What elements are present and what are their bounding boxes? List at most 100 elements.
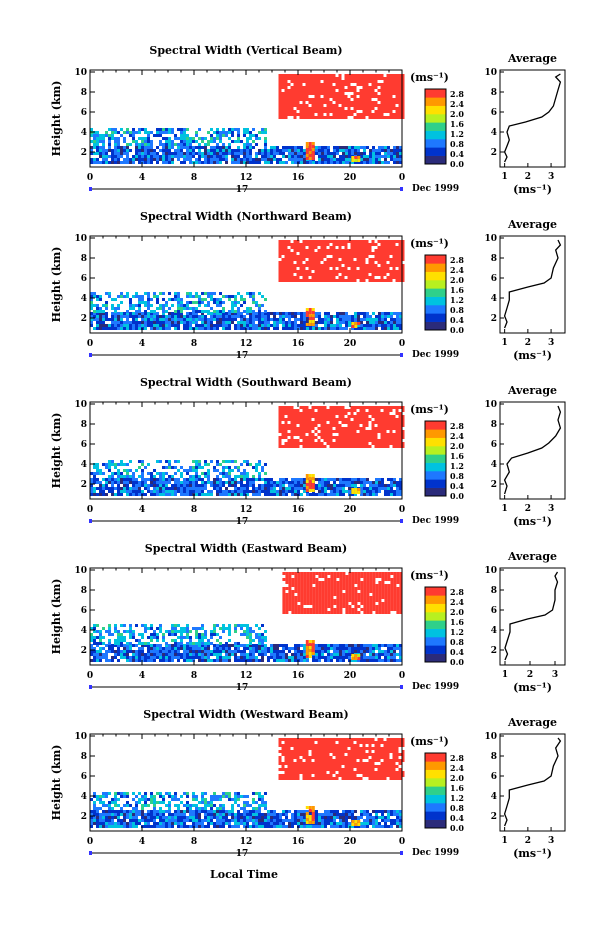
heatmap-cell [383,412,387,415]
heatmap-cell [345,490,348,493]
heatmap-cell [222,475,225,478]
heatmap-cell [225,318,228,321]
heatmap-cell [320,421,324,424]
heatmap-cell [375,315,378,318]
heatmap-cell [204,463,207,466]
heatmap-cell [356,113,360,116]
heatmap-cell [132,307,135,310]
heatmap-cell [386,95,390,98]
heatmap-cell [308,83,312,86]
heatmap-cell [234,324,237,327]
heatmap-cell [216,304,219,307]
heatmap-cell [141,318,144,321]
profile-ytick-label: 6 [491,108,497,118]
heatmap-cell [228,152,231,155]
heatmap-cell [371,436,375,439]
heatmap-cell [96,324,99,327]
heatmap-cell [365,246,369,249]
heatmap-cell [353,104,357,107]
heatmap-cell [183,128,186,131]
heatmap-cell [311,151,315,154]
heatmap-cell [323,415,327,418]
heatmap-cell [365,267,369,270]
heatmap-cell [360,587,364,590]
heatmap-cell [398,439,402,442]
heatmap-cell [401,418,405,421]
heatmap-cell [90,481,93,484]
heatmap-cell [293,424,297,427]
heatmap-cell [165,152,168,155]
heatmap-cell [228,131,231,134]
heatmap-cell [195,466,198,469]
heatmap-cell [141,484,144,487]
heatmap-cell [156,307,159,310]
heatmap-cell [180,475,183,478]
heatmap-cell [123,469,126,472]
heatmap-cell [293,246,297,249]
heatmap-cell [210,134,213,137]
heatmap-cell [183,155,186,158]
heatmap-cell [347,445,351,448]
heatmap-cell [350,415,354,418]
heatmap-cell [108,475,111,478]
heatmap-cell [291,493,294,496]
heatmap-cell [336,584,340,587]
heatmap-cell [335,442,339,445]
heatmap-cell [284,267,288,270]
heatmap-cell [311,308,315,311]
heatmap-cell [336,158,339,161]
heatmap-cell [368,101,372,104]
heatmap-cell [362,267,366,270]
heatmap-cell [294,605,298,608]
heatmap-cell [294,487,297,490]
heatmap-cell [345,152,348,155]
heatmap-cell [327,605,331,608]
heatmap-cell [141,137,144,140]
heatmap-cell [345,581,349,584]
heatmap-cell [171,318,174,321]
heatmap-cell [192,469,195,472]
heatmap-cell [347,424,351,427]
heatmap-cell [252,312,255,315]
heatmap-cell [270,158,273,161]
heatmap-cell [296,98,300,101]
heatmap-cell [264,140,267,143]
heatmap-cell [290,110,294,113]
heatmap-cell [177,650,180,653]
heatmap-cell [305,311,309,314]
heatmap-cell [171,161,174,164]
heatmap-cell [386,101,390,104]
heatmap-cell [93,152,96,155]
xtick-label: 8 [191,173,197,183]
heatmap-cell [311,320,315,323]
heatmap-cell [362,436,366,439]
heatmap-cell [213,140,216,143]
heatmap-cell [354,159,358,162]
heatmap-cell [332,74,336,77]
heatmap-cell [231,321,234,324]
heatmap-cell [393,584,397,587]
heatmap-cell [384,327,387,330]
heatmap-cell [294,581,298,584]
heatmap-cell [368,258,372,261]
colorbar-tick: 1.6 [450,285,464,295]
heatmap-cell [380,261,384,264]
heatmap-cell [297,490,300,493]
heatmap-cell [90,307,93,310]
heatmap-cell [198,301,201,304]
heatmap-cell [321,572,325,575]
heatmap-cell [398,436,402,439]
heatmap-cell [213,301,216,304]
heatmap-cell [281,92,285,95]
heatmap-cell [99,481,102,484]
heatmap-cell [368,77,372,80]
heatmap-cell [228,315,231,318]
heatmap-cell [329,86,333,89]
heatmap-cell [186,134,189,137]
heatmap-cell [278,86,282,89]
heatmap-cell [308,477,312,480]
heatmap-cell [363,587,367,590]
heatmap-cell [207,659,210,662]
heatmap-cell [335,77,339,80]
heatmap-cell [336,487,339,490]
